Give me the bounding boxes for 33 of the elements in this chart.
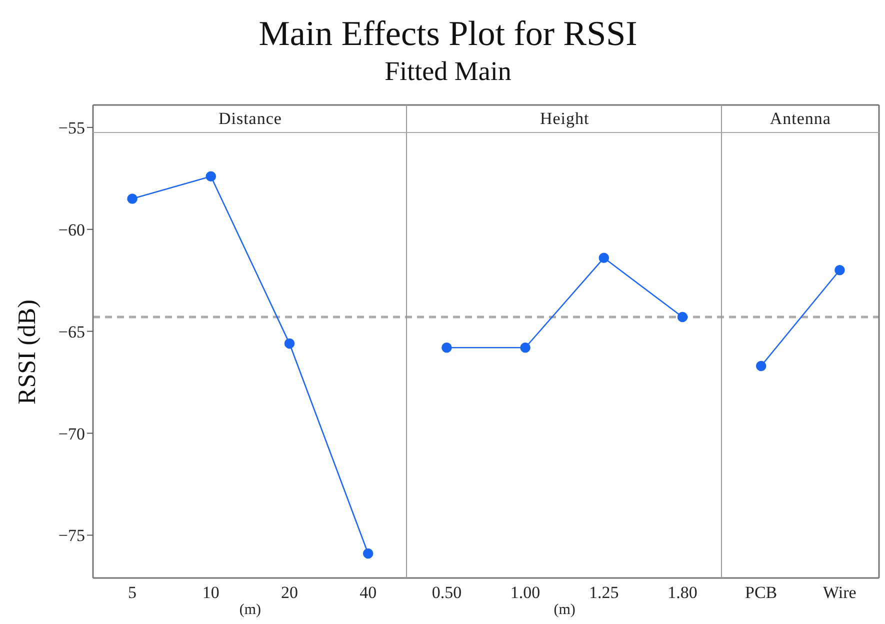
text: (m) [552,602,576,618]
x-tick-label: PCB [745,583,778,602]
x-tick-label: 1.25 [589,583,619,602]
panel-header: Distance [93,104,408,133]
point [756,360,766,372]
point [284,338,295,349]
point [127,194,138,204]
y-tick-label: −60 [58,220,85,240]
point [520,342,530,353]
panel-header: Height [407,104,722,133]
y-tick-label: −55 [58,118,85,138]
point [442,342,452,353]
x-tick-label: 0.50 [432,583,462,602]
x-tick-label: 40 [360,583,377,602]
x-tick-label: 20 [281,583,298,602]
x-axis-title: (m) [238,602,262,618]
x-tick-label: 5 [128,583,137,602]
point [362,548,374,559]
x-tick-label: 10 [202,583,220,602]
point [206,171,216,182]
panel-header: Antenna [722,104,879,133]
chart-title: Main Effects Plot for RSSI [258,14,638,54]
y-tick-label: −70 [58,424,85,444]
chart-subtitle: Fitted Main [384,56,512,87]
x-tick-label: 1.00 [510,583,540,602]
x-tick-label: 1.80 [668,583,698,602]
y-tick-label: −65 [58,322,85,342]
point [677,312,688,322]
point [598,252,610,264]
x-tick-label: Wire [823,583,856,602]
y-tick-label: −75 [58,526,85,546]
y-axis-title: RSSI (dB) [14,298,42,406]
point [834,264,845,276]
